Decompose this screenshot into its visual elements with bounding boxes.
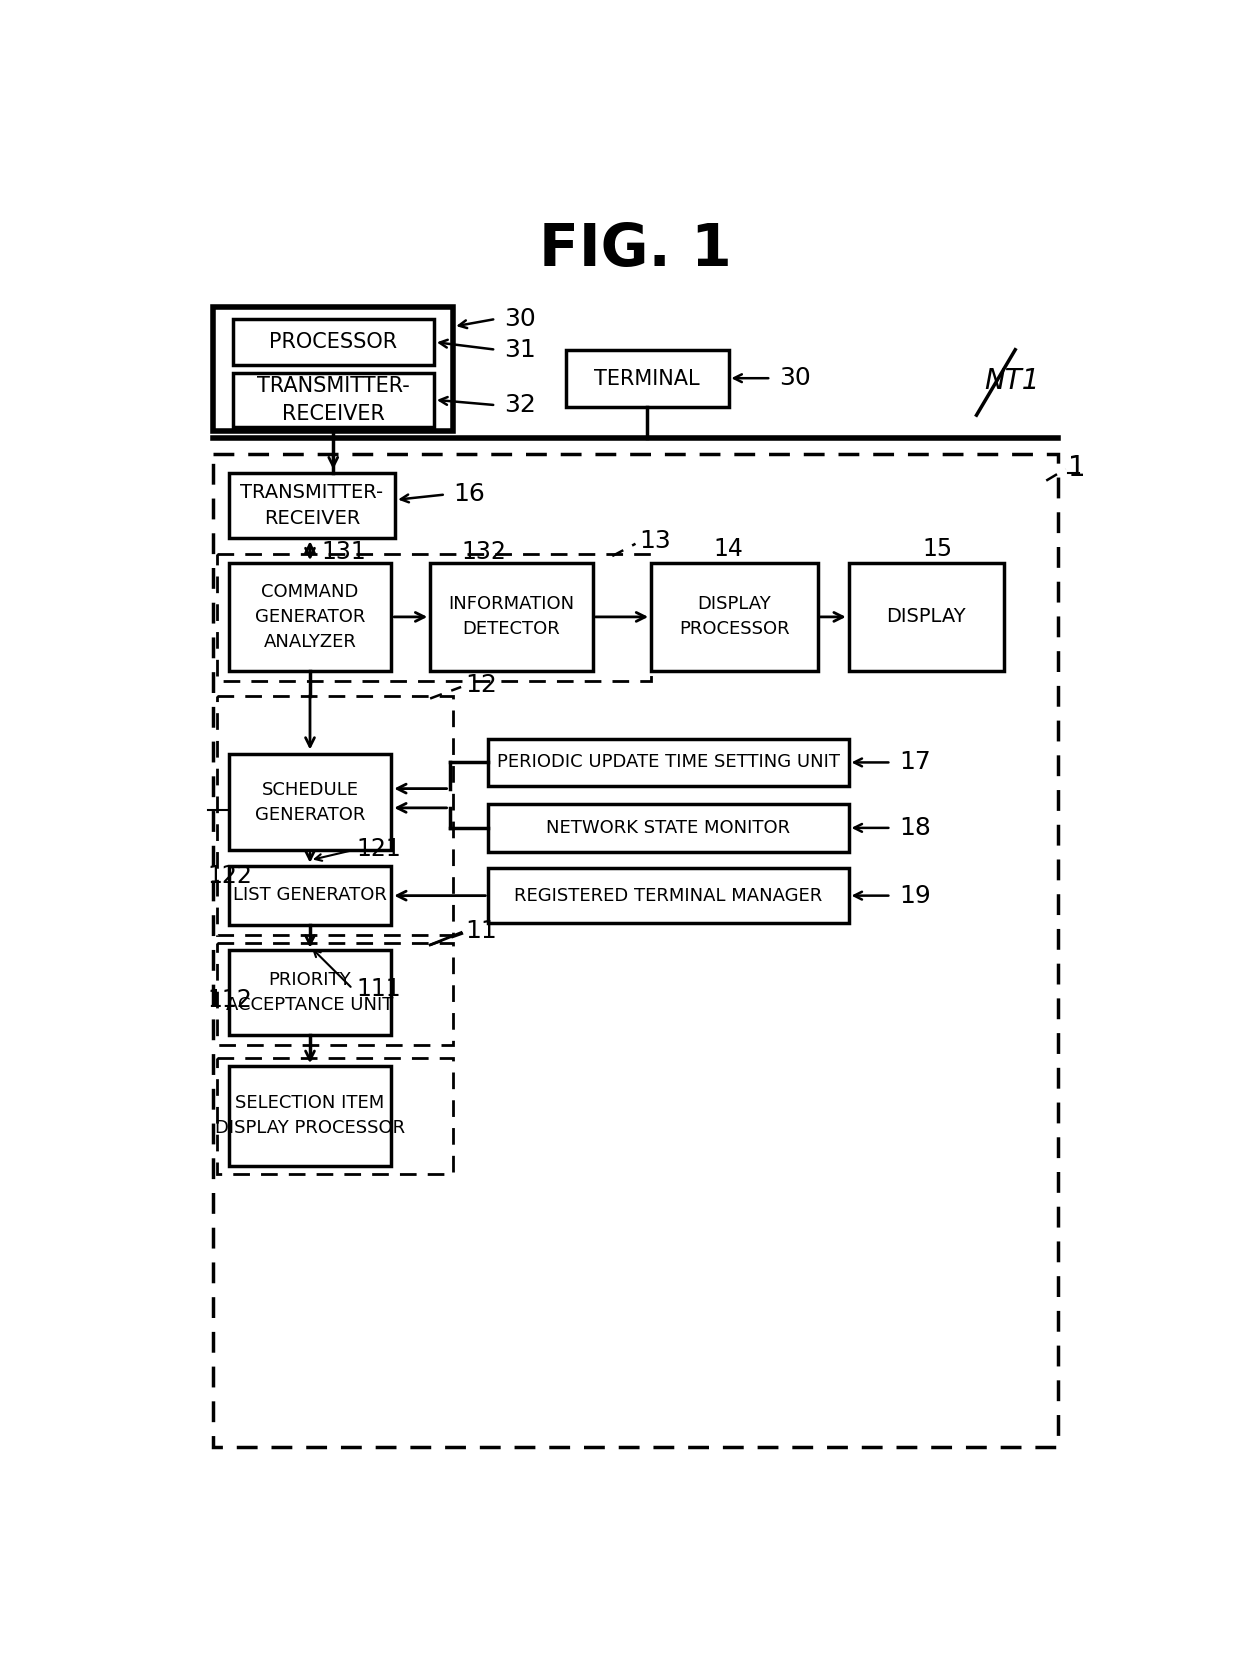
Text: 19: 19 — [899, 883, 931, 908]
Text: PRIORITY
ACCEPTANCE UNIT: PRIORITY ACCEPTANCE UNIT — [227, 971, 393, 1014]
Text: 15: 15 — [923, 537, 952, 560]
Text: NETWORK STATE MONITOR: NETWORK STATE MONITOR — [547, 818, 791, 836]
Text: 132: 132 — [461, 540, 506, 564]
Text: SELECTION ITEM
DISPLAY PROCESSOR: SELECTION ITEM DISPLAY PROCESSOR — [215, 1094, 405, 1137]
Bar — [217, 1058, 454, 1174]
Bar — [228, 472, 396, 539]
Bar — [213, 454, 1058, 1447]
Bar — [489, 738, 848, 787]
Text: TRANSMITTER-
RECEIVER: TRANSMITTER- RECEIVER — [241, 482, 383, 529]
Bar — [228, 564, 392, 670]
Bar — [213, 308, 454, 431]
Bar — [217, 943, 454, 1044]
Text: 122: 122 — [207, 863, 253, 888]
Text: SCHEDULE
GENERATOR: SCHEDULE GENERATOR — [254, 780, 366, 823]
Bar — [233, 319, 434, 366]
Text: COMMAND
GENERATOR
ANALYZER: COMMAND GENERATOR ANALYZER — [254, 584, 366, 650]
Bar — [228, 950, 392, 1034]
Text: 131: 131 — [321, 540, 366, 564]
Text: 32: 32 — [503, 392, 536, 417]
Text: NT1: NT1 — [985, 366, 1039, 394]
Bar — [848, 564, 1003, 670]
Text: 12: 12 — [465, 672, 497, 697]
Bar — [651, 564, 817, 670]
Text: 13: 13 — [640, 529, 671, 554]
Bar — [430, 564, 593, 670]
Text: 1: 1 — [1068, 454, 1085, 482]
Text: REGISTERED TERMINAL MANAGER: REGISTERED TERMINAL MANAGER — [515, 886, 822, 905]
Text: 111: 111 — [357, 976, 401, 1001]
Text: 31: 31 — [503, 338, 536, 363]
Bar — [228, 753, 392, 850]
Bar — [228, 1066, 392, 1166]
Text: TERMINAL: TERMINAL — [594, 369, 699, 389]
Text: INFORMATION
DETECTOR: INFORMATION DETECTOR — [449, 595, 574, 639]
Text: 112: 112 — [207, 988, 253, 1013]
Text: 18: 18 — [899, 817, 931, 840]
Bar — [217, 554, 651, 680]
Text: PERIODIC UPDATE TIME SETTING UNIT: PERIODIC UPDATE TIME SETTING UNIT — [497, 753, 839, 772]
Text: DISPLAY: DISPLAY — [887, 607, 966, 627]
Text: DISPLAY
PROCESSOR: DISPLAY PROCESSOR — [680, 595, 790, 639]
Bar — [217, 697, 454, 935]
Text: 30: 30 — [503, 308, 536, 331]
Text: 30: 30 — [779, 366, 811, 391]
Bar — [565, 349, 729, 407]
Bar — [233, 373, 434, 427]
Text: PROCESSOR: PROCESSOR — [269, 333, 397, 353]
Text: LIST GENERATOR: LIST GENERATOR — [233, 886, 387, 905]
Bar — [489, 868, 848, 923]
Text: TRANSMITTER-
RECEIVER: TRANSMITTER- RECEIVER — [257, 376, 409, 424]
Text: 14: 14 — [713, 537, 743, 560]
Text: 17: 17 — [899, 750, 931, 775]
Text: 11: 11 — [465, 920, 497, 943]
Bar — [228, 866, 392, 925]
Bar — [489, 803, 848, 851]
Text: 16: 16 — [454, 482, 485, 507]
Text: FIG. 1: FIG. 1 — [539, 221, 732, 278]
Text: 121: 121 — [357, 836, 402, 861]
